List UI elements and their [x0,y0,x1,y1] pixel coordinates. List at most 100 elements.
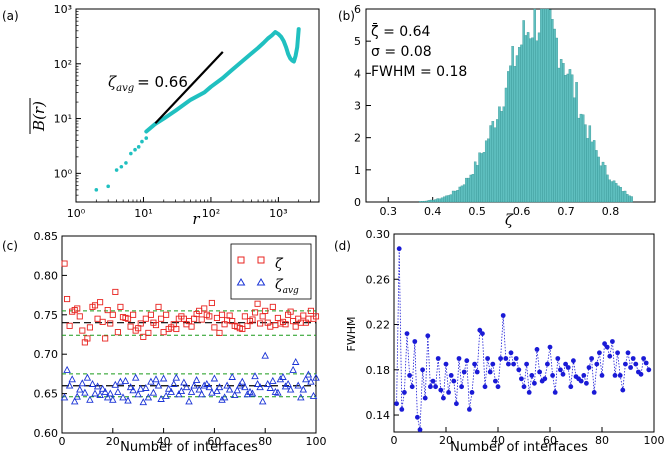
d-point [487,369,493,375]
b-bar [612,180,616,203]
b-bar [564,75,567,203]
d-point [568,384,574,390]
a-ytick-label: 10³ [54,3,72,16]
b-bar [537,32,541,203]
d-point [581,373,587,378]
panel-b-ticks: 0.3 0.4 0.5 0.6 0.7 0.8 0 1 2 3 4 5 6 [354,3,619,218]
c-triangle-marker [139,398,148,406]
c-ytick-label: 0.70 [34,348,59,361]
c-triangle-marker [134,390,142,398]
b-bar [573,97,576,203]
c-triangle-marker [203,379,211,387]
d-point [623,361,628,367]
d-point [472,361,477,367]
d-point [435,356,441,361]
panel-a: 10⁰ 10¹ 10² 10³ 10⁰ 10¹ 10² 10³ r B(r) ζavg = 0.… [29,3,320,228]
b-bar [562,63,565,203]
d-point [407,373,412,378]
legend-square-marker [237,256,245,264]
c-square-marker [137,320,144,327]
panel-d-xlabel: Number of interfaces [450,440,588,453]
legend-triangle-marker-2 [256,278,266,286]
d-point [537,369,542,375]
c-triangle-marker [142,383,150,391]
b-bar [507,71,510,203]
d-point [425,333,431,339]
c-square-marker [312,313,320,320]
b-bar [590,141,594,203]
c-triangle-marker [284,379,292,387]
c-ytick-label: 0.60 [34,427,59,440]
panel-a-marks [94,27,301,192]
c-triangle-marker [307,377,315,385]
d-point [498,356,503,361]
c-triangle-marker [190,381,198,389]
b-bar [462,184,466,203]
c-triangle-marker [205,383,214,391]
b-bar [588,125,592,203]
c-square-marker [124,315,132,322]
b-bar [621,191,625,203]
annotation-value: = 0.66 [137,73,188,91]
panel-c-xlabel: Number of interfaces [120,440,258,453]
b-ytick-label: 1 [354,164,361,177]
d-point [451,378,457,384]
c-triangle-marker [73,392,81,400]
b-bar [487,138,490,203]
c-triangle-marker [276,375,285,383]
b-bar [429,199,433,203]
c-square-marker [76,313,83,320]
d-point [643,360,649,366]
d-point [399,407,405,412]
d-point [420,367,425,373]
d-point [615,350,620,356]
b-xtick-label: 0.7 [557,205,575,218]
a-point [144,136,149,140]
d-point [402,390,407,395]
b-bar [542,8,545,203]
c-triangle-marker [248,389,257,397]
b-bar [427,200,431,203]
panel-b-stat-fwhm: FWHM = 0.18 [371,64,467,80]
panel-label-d: (d) [334,239,351,253]
b-bar [608,179,611,203]
c-square-marker [145,329,152,336]
d-point [630,356,636,361]
c-triangle-marker [131,373,140,381]
c-square-marker [114,329,121,336]
b-bar [418,201,422,203]
panel-b-stat-mean: ζ̄ = 0.64 [371,22,431,40]
legend-zeta-avg-subscript: avg [283,286,299,296]
panel-b-marks [418,8,633,203]
legend-label-zeta-avg: ζavg [275,277,299,296]
b-bar [509,65,512,203]
c-triangle-marker [101,387,109,395]
b-xtick-label: 0.5 [468,205,486,218]
d-point [628,365,633,370]
b-bar [595,150,598,203]
b-bar [623,190,627,203]
b-bar [423,200,426,203]
b-bar [456,189,459,203]
b-bar [555,37,558,203]
d-point [438,387,444,393]
d-point [412,339,418,344]
d-xtick-label: 20 [439,434,453,447]
d-point [441,395,446,401]
b-bar [440,197,444,203]
a-ytick-label: 10⁰ [54,167,73,180]
b-xtick-label: 0.8 [602,205,620,218]
c-triangle-marker [197,390,206,398]
a-point [106,184,110,189]
c-triangle-marker [289,365,297,373]
b-bar [626,194,629,203]
b-bar [502,106,506,203]
d-point [524,361,529,367]
a-xtick-label: 10¹ [134,207,152,220]
d-point [602,341,607,347]
c-triangle-marker [233,386,242,394]
c-triangle-marker [83,373,92,381]
a-ytick-label: 10² [54,58,72,71]
c-ytick-label: 0.85 [34,230,59,243]
c-ytick-label: 0.75 [34,309,59,322]
